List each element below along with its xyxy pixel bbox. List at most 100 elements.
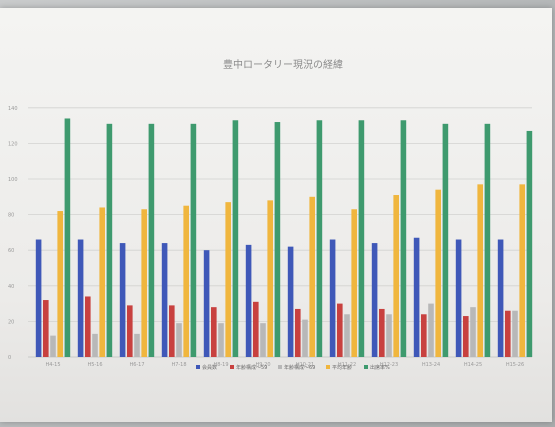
bar (141, 209, 147, 357)
bar (421, 314, 427, 357)
bar (106, 123, 113, 357)
legend-item: 年齢構成～69 (278, 364, 315, 371)
bar (455, 239, 462, 357)
legend-item: 会員数 (196, 364, 217, 371)
bar (57, 211, 63, 357)
bar (477, 184, 483, 357)
legend-label: 会員数 (202, 364, 217, 371)
y-tick-label: 120 (8, 141, 18, 147)
bar (77, 239, 84, 357)
x-tick-label: H11-22 (338, 362, 356, 368)
bar (302, 319, 308, 357)
bar (512, 310, 518, 357)
y-tick-label: 20 (8, 319, 14, 325)
bar (183, 205, 189, 357)
bar (35, 239, 42, 357)
bar (442, 123, 449, 357)
legend-swatch (326, 365, 330, 369)
bar (329, 239, 336, 357)
y-tick-label: 0 (8, 355, 11, 361)
bar (119, 243, 126, 357)
x-tick-label: H4-15 (45, 362, 60, 368)
x-tick-label: H6-17 (129, 362, 144, 368)
bars (35, 118, 533, 357)
bar (400, 120, 407, 357)
bar (253, 301, 259, 357)
bar (393, 195, 399, 357)
bar (351, 209, 357, 357)
x-axis-ticks: H4-15 H5-16 H6-17 H7-18 H8-19 H9-20 H10-21 H11-… (45, 362, 524, 368)
bar (92, 333, 98, 357)
legend-swatch (196, 365, 200, 369)
bar (127, 305, 133, 357)
y-tick-label: 60 (8, 248, 14, 254)
bar (50, 335, 56, 357)
bar (358, 120, 365, 357)
bar (161, 243, 168, 357)
legend-label: 平均年齢 (332, 364, 352, 371)
x-tick-label: H7-18 (171, 362, 186, 368)
bar (470, 307, 476, 357)
bar (435, 189, 441, 357)
x-tick-label: H10-21 (296, 362, 314, 368)
bar (497, 239, 504, 357)
legend-item: 平均年齢 (326, 364, 352, 371)
legend-swatch (364, 365, 368, 369)
legend-item: 出席率% (364, 364, 390, 371)
bar (203, 250, 210, 357)
bar (519, 184, 525, 357)
bar (211, 307, 217, 357)
bar (225, 202, 231, 357)
bar (413, 237, 420, 357)
x-tick-label: H14-25 (464, 362, 482, 368)
legend-label: 出席率% (370, 364, 390, 371)
bar (64, 118, 71, 357)
bar (309, 196, 315, 357)
bar (148, 123, 155, 357)
bar (176, 323, 182, 357)
bar (134, 333, 140, 357)
y-axis-ticks: 0 20 40 60 80 100 120 140 (8, 106, 18, 361)
x-tick-label: H13-24 (422, 362, 440, 368)
x-tick-label: H15-26 (506, 362, 524, 368)
bar (218, 323, 224, 357)
bar (484, 123, 491, 357)
bar (190, 123, 197, 357)
legend-item: 年齢構成～59 (230, 364, 267, 371)
bar (260, 323, 266, 357)
bar (371, 243, 378, 357)
bar (245, 244, 252, 357)
legend-label: 年齢構成～69 (284, 364, 315, 371)
legend-swatch (278, 365, 282, 369)
x-tick-label: H9-20 (255, 362, 270, 368)
bar (43, 300, 49, 357)
y-tick-label: 80 (8, 213, 14, 219)
bar (274, 122, 281, 357)
bar (505, 310, 511, 357)
legend: 会員数 年齢構成～59 年齢構成～69 平均年齢 出席率% (196, 364, 390, 371)
bar (267, 200, 273, 357)
x-tick-label: H12-23 (380, 362, 398, 368)
bar (169, 305, 175, 357)
bar (428, 303, 434, 357)
x-tick-label: H8-19 (213, 362, 228, 368)
legend-swatch (230, 365, 234, 369)
chart-title: 豊中ロータリー現況の経緯 (223, 58, 343, 71)
y-tick-label: 140 (8, 106, 18, 112)
legend-label: 年齢構成～59 (236, 364, 267, 371)
bar (344, 314, 350, 357)
bar (232, 120, 239, 357)
bar (337, 303, 343, 357)
bar (386, 314, 392, 357)
bar (379, 308, 385, 357)
bar (316, 120, 323, 357)
bar (295, 308, 301, 357)
bar (85, 296, 91, 357)
x-tick-label: H5-16 (87, 362, 102, 368)
y-tick-label: 40 (8, 284, 14, 290)
bar (99, 207, 105, 357)
bar (463, 316, 469, 357)
bar (526, 130, 533, 357)
